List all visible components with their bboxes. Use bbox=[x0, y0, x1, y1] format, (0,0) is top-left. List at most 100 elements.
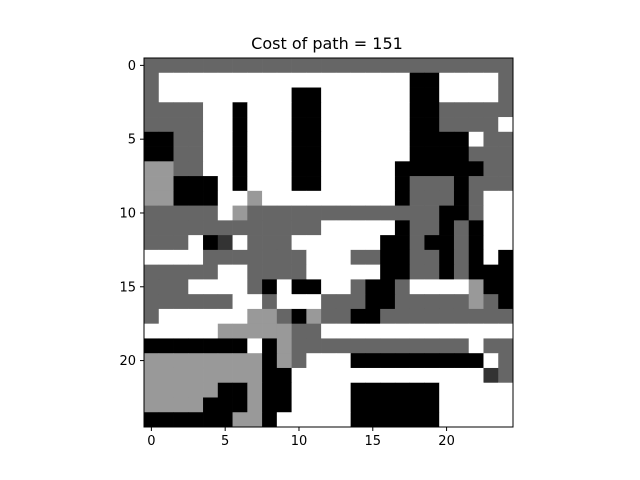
heatmap-cell bbox=[291, 412, 307, 428]
heatmap-cell bbox=[173, 382, 189, 398]
heatmap-cell bbox=[232, 102, 248, 118]
heatmap-cell bbox=[394, 235, 411, 251]
heatmap-cell bbox=[144, 353, 160, 369]
heatmap-cell bbox=[439, 131, 455, 147]
x-tick-label: 10 bbox=[291, 434, 308, 449]
heatmap-cell bbox=[203, 412, 219, 428]
heatmap-cell bbox=[483, 58, 499, 74]
heatmap-cell bbox=[394, 117, 411, 133]
heatmap-cell bbox=[453, 72, 470, 88]
heatmap-cell bbox=[424, 190, 440, 206]
heatmap-cell bbox=[144, 249, 160, 265]
heatmap-cell bbox=[409, 72, 425, 88]
heatmap-cell bbox=[424, 161, 440, 177]
heatmap-cell bbox=[498, 249, 514, 265]
heatmap-cell bbox=[291, 220, 307, 236]
heatmap-cell bbox=[232, 308, 248, 325]
heatmap-cell bbox=[409, 294, 425, 310]
heatmap-cell bbox=[291, 190, 307, 206]
heatmap-cell bbox=[306, 58, 322, 74]
heatmap-cell bbox=[247, 131, 263, 147]
heatmap-cell bbox=[203, 117, 219, 133]
heatmap-cell bbox=[439, 205, 455, 221]
heatmap-cell bbox=[247, 249, 263, 265]
heatmap-cell bbox=[144, 412, 160, 428]
heatmap-cell bbox=[262, 117, 278, 133]
plot-frame bbox=[143, 57, 514, 428]
heatmap-cell bbox=[453, 190, 470, 206]
heatmap-cell bbox=[158, 220, 174, 236]
heatmap-cell bbox=[350, 367, 366, 384]
heatmap-cell bbox=[158, 338, 174, 354]
heatmap-cell bbox=[498, 338, 514, 354]
heatmap-cell bbox=[409, 353, 425, 369]
heatmap-cell bbox=[453, 131, 470, 147]
heatmap-cell bbox=[144, 205, 160, 221]
heatmap-cell bbox=[203, 249, 219, 265]
heatmap-cell bbox=[483, 87, 499, 103]
heatmap-cell bbox=[158, 264, 174, 280]
heatmap-cell bbox=[498, 323, 514, 339]
heatmap-cell bbox=[203, 367, 219, 384]
heatmap-cell bbox=[203, 235, 219, 251]
heatmap-cell bbox=[394, 161, 411, 177]
heatmap-cell bbox=[380, 308, 396, 325]
heatmap-cell bbox=[247, 161, 263, 177]
heatmap-cell bbox=[453, 338, 470, 354]
heatmap-cell bbox=[144, 279, 160, 295]
heatmap-cell bbox=[394, 412, 411, 428]
heatmap-cell bbox=[439, 176, 455, 192]
heatmap-cell bbox=[306, 249, 322, 265]
heatmap-cell bbox=[203, 72, 219, 88]
heatmap-cell bbox=[335, 102, 351, 118]
heatmap-cell bbox=[409, 323, 425, 339]
heatmap-cell bbox=[365, 279, 381, 295]
heatmap-cell bbox=[365, 264, 381, 280]
heatmap-cell bbox=[498, 58, 514, 74]
heatmap-cell bbox=[232, 87, 248, 103]
heatmap-cell bbox=[158, 367, 174, 384]
heatmap-cell bbox=[409, 220, 425, 236]
heatmap-cell bbox=[276, 249, 292, 265]
heatmap-cell bbox=[365, 146, 381, 162]
heatmap-cell bbox=[188, 264, 204, 280]
heatmap-cell bbox=[173, 58, 189, 74]
heatmap-cell bbox=[158, 249, 174, 265]
heatmap-cell bbox=[453, 220, 470, 236]
heatmap-cell bbox=[335, 161, 351, 177]
heatmap-cell bbox=[306, 412, 322, 428]
heatmap-cell bbox=[262, 205, 278, 221]
heatmap-cell bbox=[203, 205, 219, 221]
heatmap-cell bbox=[321, 308, 337, 325]
heatmap-cell bbox=[306, 117, 322, 133]
heatmap-cell bbox=[306, 102, 322, 118]
heatmap-cell bbox=[380, 249, 396, 265]
heatmap-cell bbox=[394, 87, 411, 103]
heatmap-cell bbox=[276, 294, 292, 310]
heatmap-cell bbox=[247, 72, 263, 88]
heatmap-cell bbox=[247, 367, 263, 384]
heatmap-cell bbox=[321, 102, 337, 118]
heatmap-cell bbox=[217, 131, 233, 147]
heatmap-cell bbox=[262, 382, 278, 398]
heatmap-cell bbox=[468, 176, 484, 192]
heatmap-cell bbox=[468, 58, 484, 74]
heatmap-cell bbox=[394, 338, 411, 354]
heatmap-cell bbox=[335, 338, 351, 354]
heatmap-cell bbox=[498, 102, 514, 118]
heatmap-cell bbox=[276, 190, 292, 206]
heatmap-cell bbox=[394, 382, 411, 398]
heatmap-cell bbox=[321, 58, 337, 74]
heatmap-cell bbox=[276, 338, 292, 354]
heatmap-cell bbox=[158, 323, 174, 339]
heatmap-cell bbox=[232, 117, 248, 133]
heatmap-cell bbox=[335, 412, 351, 428]
heatmap-cell bbox=[144, 72, 160, 88]
heatmap-cell bbox=[188, 146, 204, 162]
heatmap-cell bbox=[335, 264, 351, 280]
heatmap-cell bbox=[498, 161, 514, 177]
heatmap-cell bbox=[365, 338, 381, 354]
heatmap-cell bbox=[188, 412, 204, 428]
heatmap-cell bbox=[188, 131, 204, 147]
heatmap-cell bbox=[217, 220, 233, 236]
